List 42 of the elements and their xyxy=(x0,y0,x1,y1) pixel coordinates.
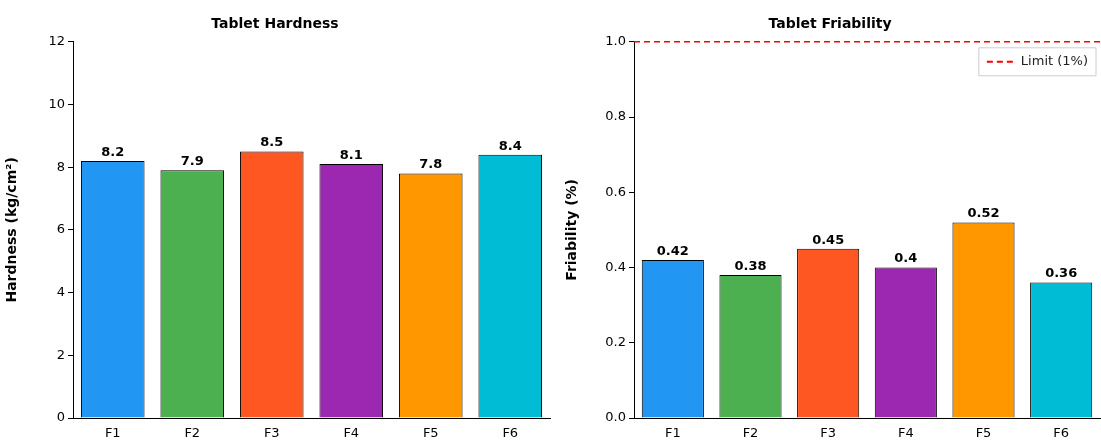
x-tick-label: F4 xyxy=(343,425,360,441)
data-label: 0.42 xyxy=(656,242,689,258)
y-tick-label: 2 xyxy=(56,346,65,362)
x-tick-label: F5 xyxy=(422,425,439,441)
y-tick-label: 0.6 xyxy=(605,183,626,199)
y-tick-label: 0.4 xyxy=(605,258,626,274)
x-tick-label: F2 xyxy=(184,425,201,441)
chart-title: Tablet Hardness xyxy=(211,15,339,32)
data-label: 8.5 xyxy=(260,134,284,150)
y-tick-label: 0.0 xyxy=(605,409,626,425)
data-label: 8.4 xyxy=(498,137,522,153)
data-label: 0.45 xyxy=(812,231,845,247)
x-tick-label: F1 xyxy=(104,425,121,441)
x-tick-label: F6 xyxy=(1053,425,1070,441)
data-label: 0.4 xyxy=(894,250,918,266)
data-label: 8.2 xyxy=(101,143,125,159)
y-tick-label: 10 xyxy=(48,95,65,111)
x-tick-label: F6 xyxy=(502,425,519,441)
y-tick-label: 4 xyxy=(56,283,65,299)
y-tick-label: 6 xyxy=(56,221,65,237)
y-tick-label: 0 xyxy=(56,409,65,425)
data-label: 7.8 xyxy=(419,156,443,172)
x-tick-label: F2 xyxy=(742,425,759,441)
data-label: 8.1 xyxy=(339,146,363,162)
y-tick-label: 8 xyxy=(56,158,65,174)
x-tick-label: F3 xyxy=(263,425,280,441)
x-tick-label: F1 xyxy=(664,425,681,441)
data-label: 0.36 xyxy=(1045,265,1078,281)
y-axis-title: Hardness (kg/cm²) xyxy=(3,157,20,303)
x-tick-label: F3 xyxy=(820,425,837,441)
data-label: 7.9 xyxy=(180,153,204,169)
legend-label: Limit (1%) xyxy=(1020,53,1089,69)
chart-title: Tablet Friability xyxy=(768,15,892,32)
y-axis-title: Friability (%) xyxy=(563,179,580,281)
x-tick-label: F5 xyxy=(975,425,992,441)
y-tick-label: 12 xyxy=(48,33,65,49)
y-tick-label: 0.8 xyxy=(605,108,626,124)
y-tick-label: 1.0 xyxy=(605,33,626,49)
y-tick-label: 0.2 xyxy=(605,334,626,350)
data-label: 0.52 xyxy=(967,205,1000,221)
data-label: 0.38 xyxy=(734,257,767,273)
x-tick-label: F4 xyxy=(897,425,914,441)
